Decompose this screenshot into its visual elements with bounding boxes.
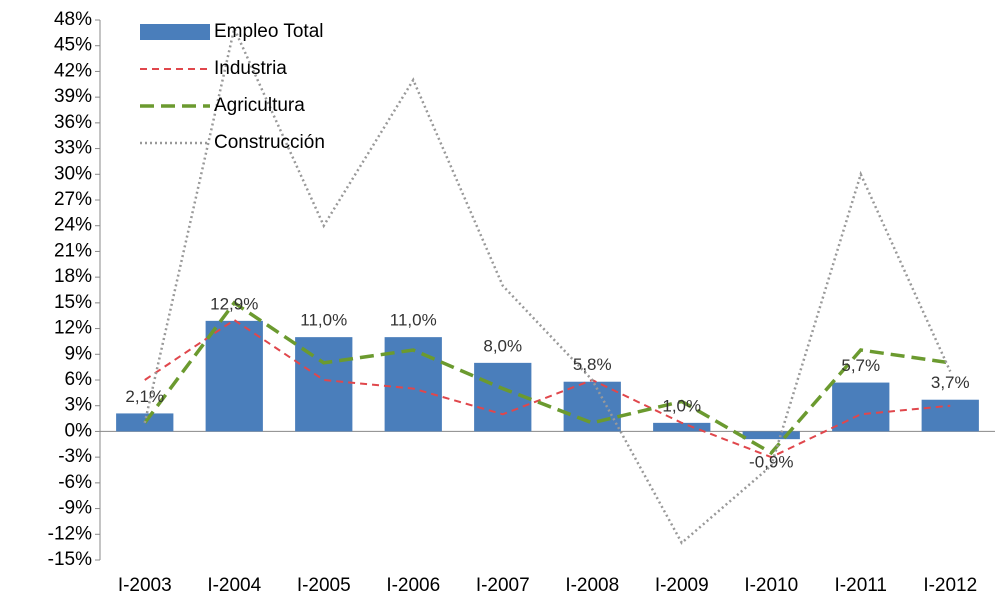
y-tick-label: -12% bbox=[48, 523, 92, 544]
y-tick-label: 27% bbox=[54, 189, 92, 210]
x-tick-label: I-2005 bbox=[297, 575, 351, 596]
legend-swatch bbox=[140, 24, 210, 40]
line bbox=[143, 24, 952, 545]
value-label: 5,7% bbox=[841, 356, 880, 375]
x-tick-label: I-2007 bbox=[476, 575, 530, 596]
y-tick-label: 0% bbox=[65, 420, 93, 441]
value-label: 11,0% bbox=[300, 311, 347, 330]
x-tick-label: I-2008 bbox=[565, 575, 619, 596]
y-tick-label: 9% bbox=[65, 343, 93, 364]
y-tick-label: 6% bbox=[65, 369, 93, 390]
bar bbox=[563, 381, 621, 432]
bar bbox=[205, 320, 263, 432]
x-tick-label: I-2004 bbox=[207, 575, 261, 596]
value-label: 12,9% bbox=[210, 294, 258, 313]
value-label: 2,1% bbox=[125, 387, 164, 406]
y-tick-label: 36% bbox=[54, 112, 92, 133]
y-tick-label: 33% bbox=[54, 138, 92, 159]
value-label: -0,9% bbox=[749, 453, 793, 472]
legend-label: Agricultura bbox=[214, 95, 305, 116]
value-label: 8,0% bbox=[483, 336, 522, 355]
legend-label: Construcción bbox=[214, 132, 325, 153]
bar bbox=[832, 382, 890, 432]
y-tick-label: 39% bbox=[54, 86, 92, 107]
y-tick-label: -3% bbox=[58, 446, 92, 467]
x-tick-label: I-2011 bbox=[835, 575, 887, 596]
value-label: 5,8% bbox=[573, 355, 612, 374]
bar bbox=[295, 337, 353, 432]
value-label: 11,0% bbox=[390, 311, 437, 330]
y-tick-label: 42% bbox=[54, 60, 92, 81]
line bbox=[144, 318, 951, 459]
y-tick-label: 15% bbox=[54, 292, 92, 313]
bar bbox=[742, 431, 800, 440]
x-tick-label: I-2006 bbox=[386, 575, 440, 596]
y-tick-label: 12% bbox=[54, 318, 92, 339]
y-tick-label: 45% bbox=[54, 35, 92, 56]
y-tick-label: 30% bbox=[54, 163, 92, 184]
y-tick-label: 18% bbox=[54, 266, 92, 287]
x-tick-label: I-2009 bbox=[655, 575, 709, 596]
bar bbox=[921, 399, 979, 432]
value-label: 1,0% bbox=[662, 396, 701, 415]
x-tick-label: I-2003 bbox=[118, 575, 172, 596]
bar bbox=[653, 422, 711, 432]
legend-label: Industria bbox=[214, 58, 287, 79]
line bbox=[143, 300, 951, 456]
legend-label: Empleo Total bbox=[214, 21, 324, 42]
y-tick-label: 48% bbox=[54, 9, 92, 30]
y-tick-label: 24% bbox=[54, 215, 92, 236]
value-label: 3,7% bbox=[931, 373, 970, 392]
y-tick-label: -15% bbox=[48, 549, 92, 570]
x-tick-label: I-2012 bbox=[923, 575, 977, 596]
x-tick-label: I-2010 bbox=[744, 575, 798, 596]
y-tick-label: 3% bbox=[65, 395, 93, 416]
y-tick-label: -9% bbox=[58, 498, 92, 519]
y-tick-label: -6% bbox=[58, 472, 92, 493]
y-tick-label: 21% bbox=[54, 240, 92, 261]
